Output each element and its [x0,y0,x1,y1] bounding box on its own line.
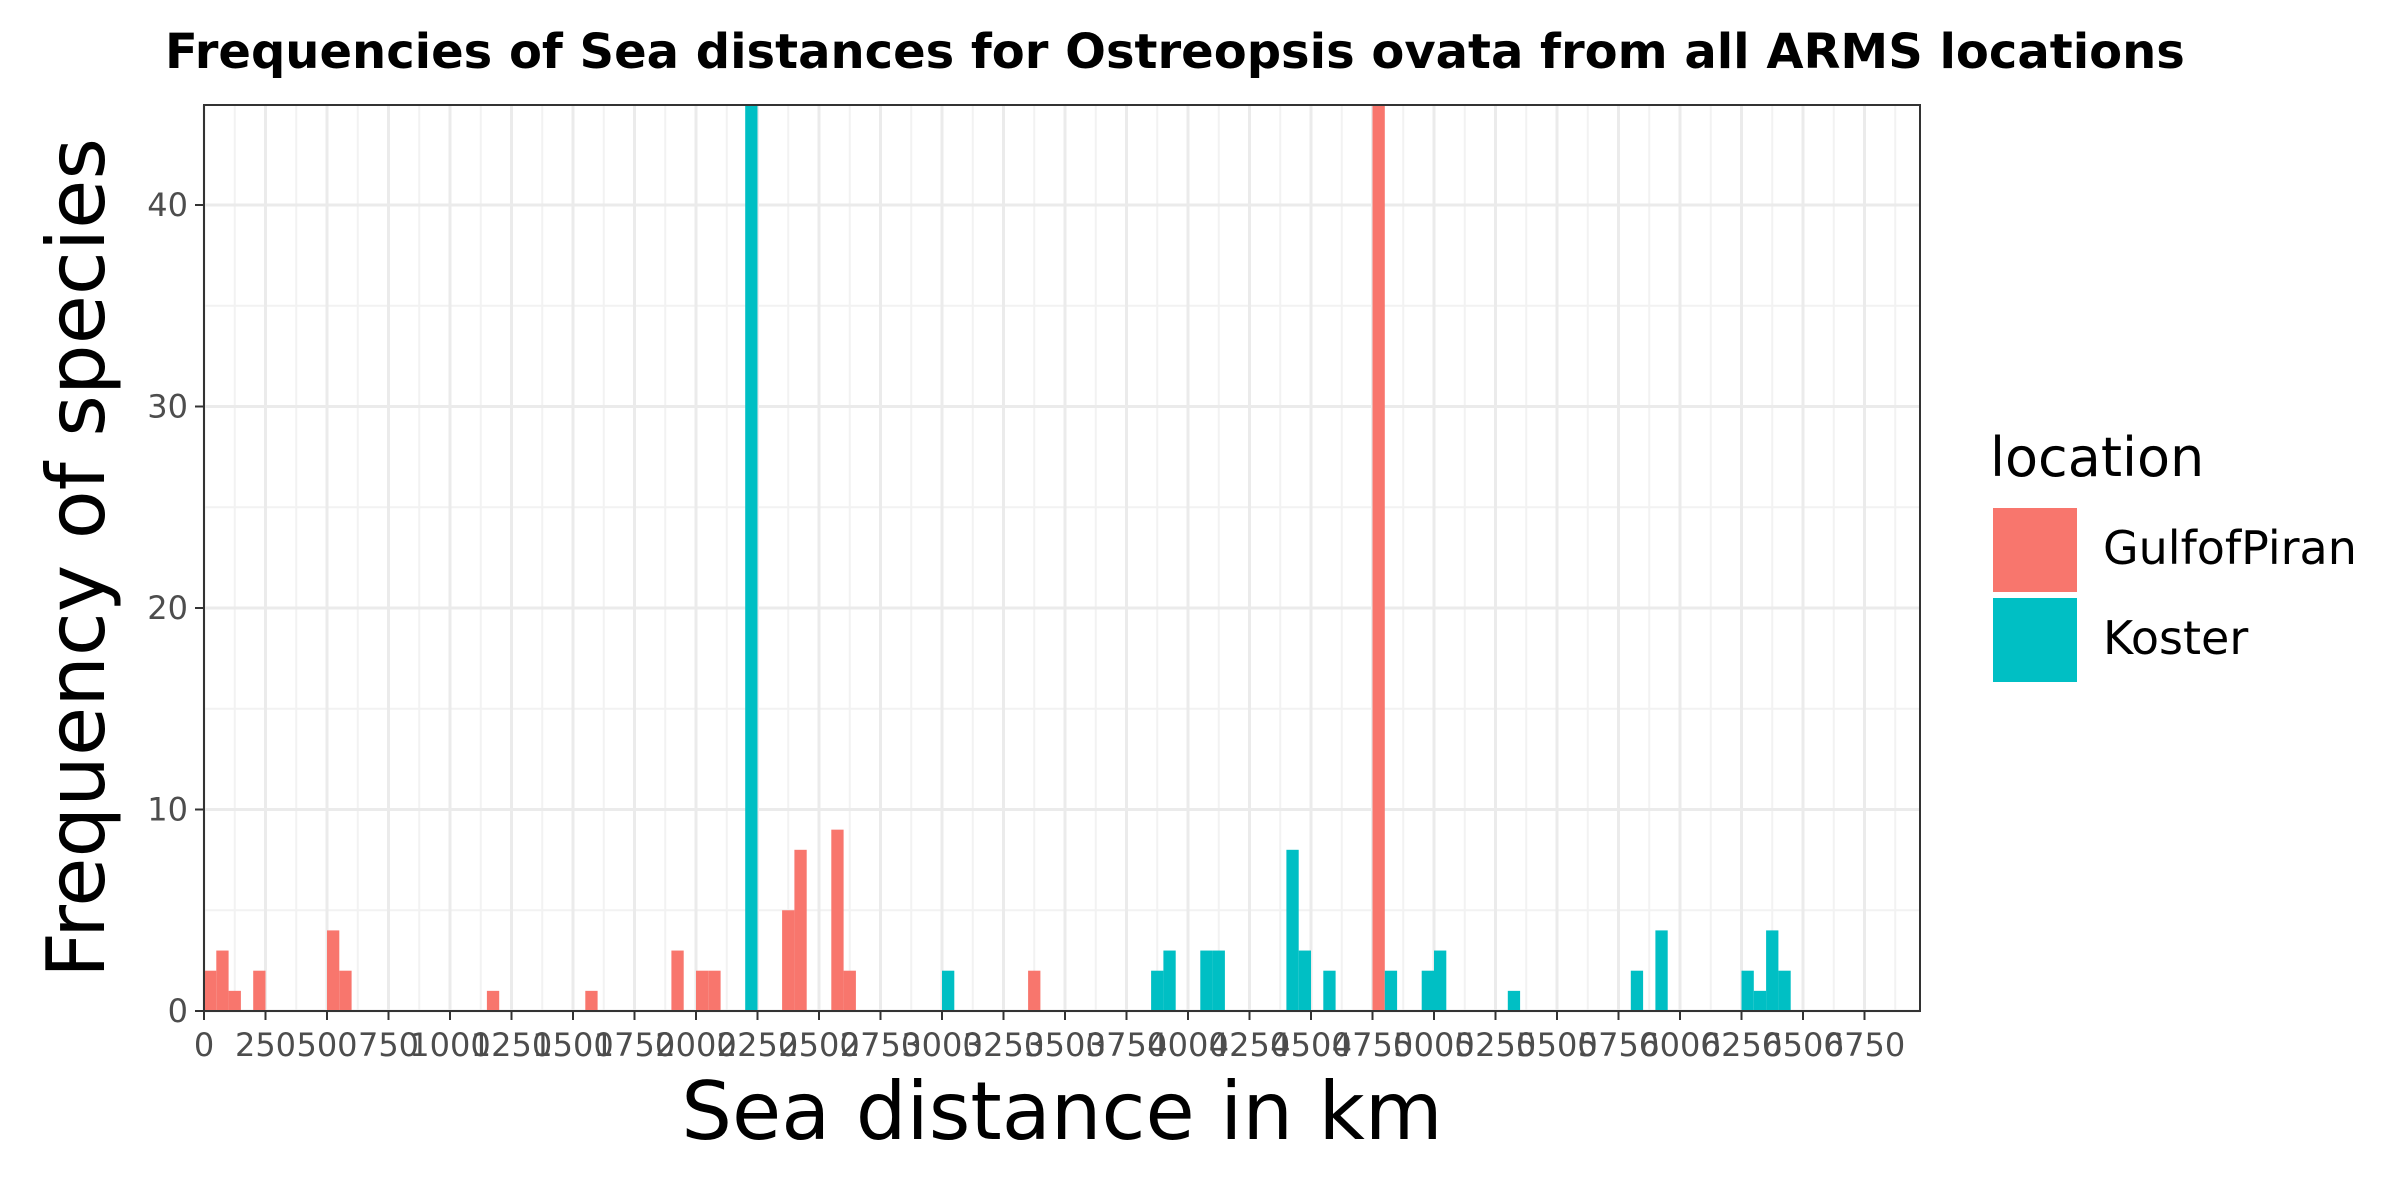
x-tick-label: 6750 [1824,1026,1905,1064]
legend-swatch-koster [1993,598,2077,682]
bar-koster [1298,950,1311,1011]
plot-background [204,105,1920,1011]
x-tick-label: 1000 [409,1026,490,1064]
y-tick-label: 0 [168,992,188,1030]
x-tick-label: 3000 [901,1026,982,1064]
x-tick-label: 6000 [1639,1026,1720,1064]
bar-koster [1323,970,1336,1011]
x-tick-label: 0 [194,1026,214,1064]
y-tick-label: 20 [147,589,188,627]
x-tick-label: 750 [358,1026,419,1064]
x-tick-label: 6500 [1762,1026,1843,1064]
x-tick-label: 5000 [1393,1026,1474,1064]
x-tick-label: 4250 [1209,1026,1290,1064]
bar-gulfofpiran [216,950,229,1011]
bar-gulfofpiran [228,990,241,1011]
grid-layer [202,105,1920,1013]
x-tick-label: 3500 [1024,1026,1105,1064]
x-tick-label: 5500 [1516,1026,1597,1064]
x-tick-label: 250 [235,1026,296,1064]
x-tick-label: 2750 [840,1026,921,1064]
bar-gulfofpiran [831,829,844,1011]
x-tick-label: 3750 [1086,1026,1167,1064]
bar-koster [1655,930,1668,1011]
x-tick-label: 4000 [1147,1026,1228,1064]
bar-koster [1212,950,1225,1011]
bar-gulfofpiran [671,950,684,1011]
bar-koster [745,105,758,1011]
bar-koster [1421,970,1434,1011]
bar-gulfofpiran [585,990,598,1011]
bar-koster [1286,849,1299,1011]
bar-koster [1630,970,1644,1011]
x-tick-label: 5750 [1578,1026,1659,1064]
x-tick-label: 6250 [1701,1026,1782,1064]
x-axis-title: Sea distance in km [681,1065,1442,1158]
x-tick-label: 4750 [1332,1026,1413,1064]
bar-koster [1151,970,1164,1011]
bar-koster [1163,950,1176,1011]
x-tick-label: 1250 [471,1026,552,1064]
bar-koster [1753,990,1767,1011]
bar-koster [1200,950,1213,1011]
bar-gulfofpiran [204,970,217,1011]
x-tick-label: 1750 [594,1026,675,1064]
x-tick-label: 500 [296,1026,357,1064]
x-tick-label: 2500 [778,1026,859,1064]
x-tick-label: 2000 [655,1026,736,1064]
bar-koster [1766,930,1779,1011]
y-tick-label: 40 [147,186,188,224]
bar-koster [1507,990,1521,1011]
axis-layer: 0 250 500 750100012501500175020002250250027… [147,186,1905,1064]
bar-koster [1384,970,1398,1011]
legend-title: location [1990,426,2204,489]
bar-gulfofpiran [253,970,266,1011]
x-tick-label: 4500 [1270,1026,1351,1064]
bar-gulfofpiran [339,970,352,1011]
bar-gulfofpiran [708,970,721,1011]
y-axis-title: Frequency of species [30,138,123,978]
bar-koster [1434,950,1447,1011]
x-tick-label: 2250 [717,1026,798,1064]
bar-gulfofpiran [486,990,500,1011]
bar-gulfofpiran [782,910,795,1011]
bar-koster [942,970,955,1011]
y-tick-label: 30 [147,388,188,426]
legend-label-koster: Koster [2103,611,2248,665]
legend-label-gulfofpiran: GulfofPiran [2103,521,2357,575]
bar-gulfofpiran [794,849,807,1011]
bar-gulfofpiran [1028,970,1041,1011]
legend-swatch-gulfofpiran [1993,508,2077,592]
bar-gulfofpiran [843,970,856,1011]
bar-koster [1741,970,1754,1011]
x-tick-label: 1500 [532,1026,613,1064]
x-tick-label: 3250 [963,1026,1044,1064]
bar-koster [1778,970,1791,1011]
bar-gulfofpiran [327,930,340,1011]
chart-title: Frequencies of Sea distances for Ostreop… [165,24,2185,80]
plot-border [203,104,1921,1012]
bar-gulfofpiran [1372,105,1385,1011]
bars-layer [204,105,1791,1011]
y-tick-label: 10 [147,791,188,829]
bar-gulfofpiran [696,970,709,1011]
legend: location GulfofPiran Koster [1990,426,2357,682]
x-tick-label: 5250 [1455,1026,1536,1064]
